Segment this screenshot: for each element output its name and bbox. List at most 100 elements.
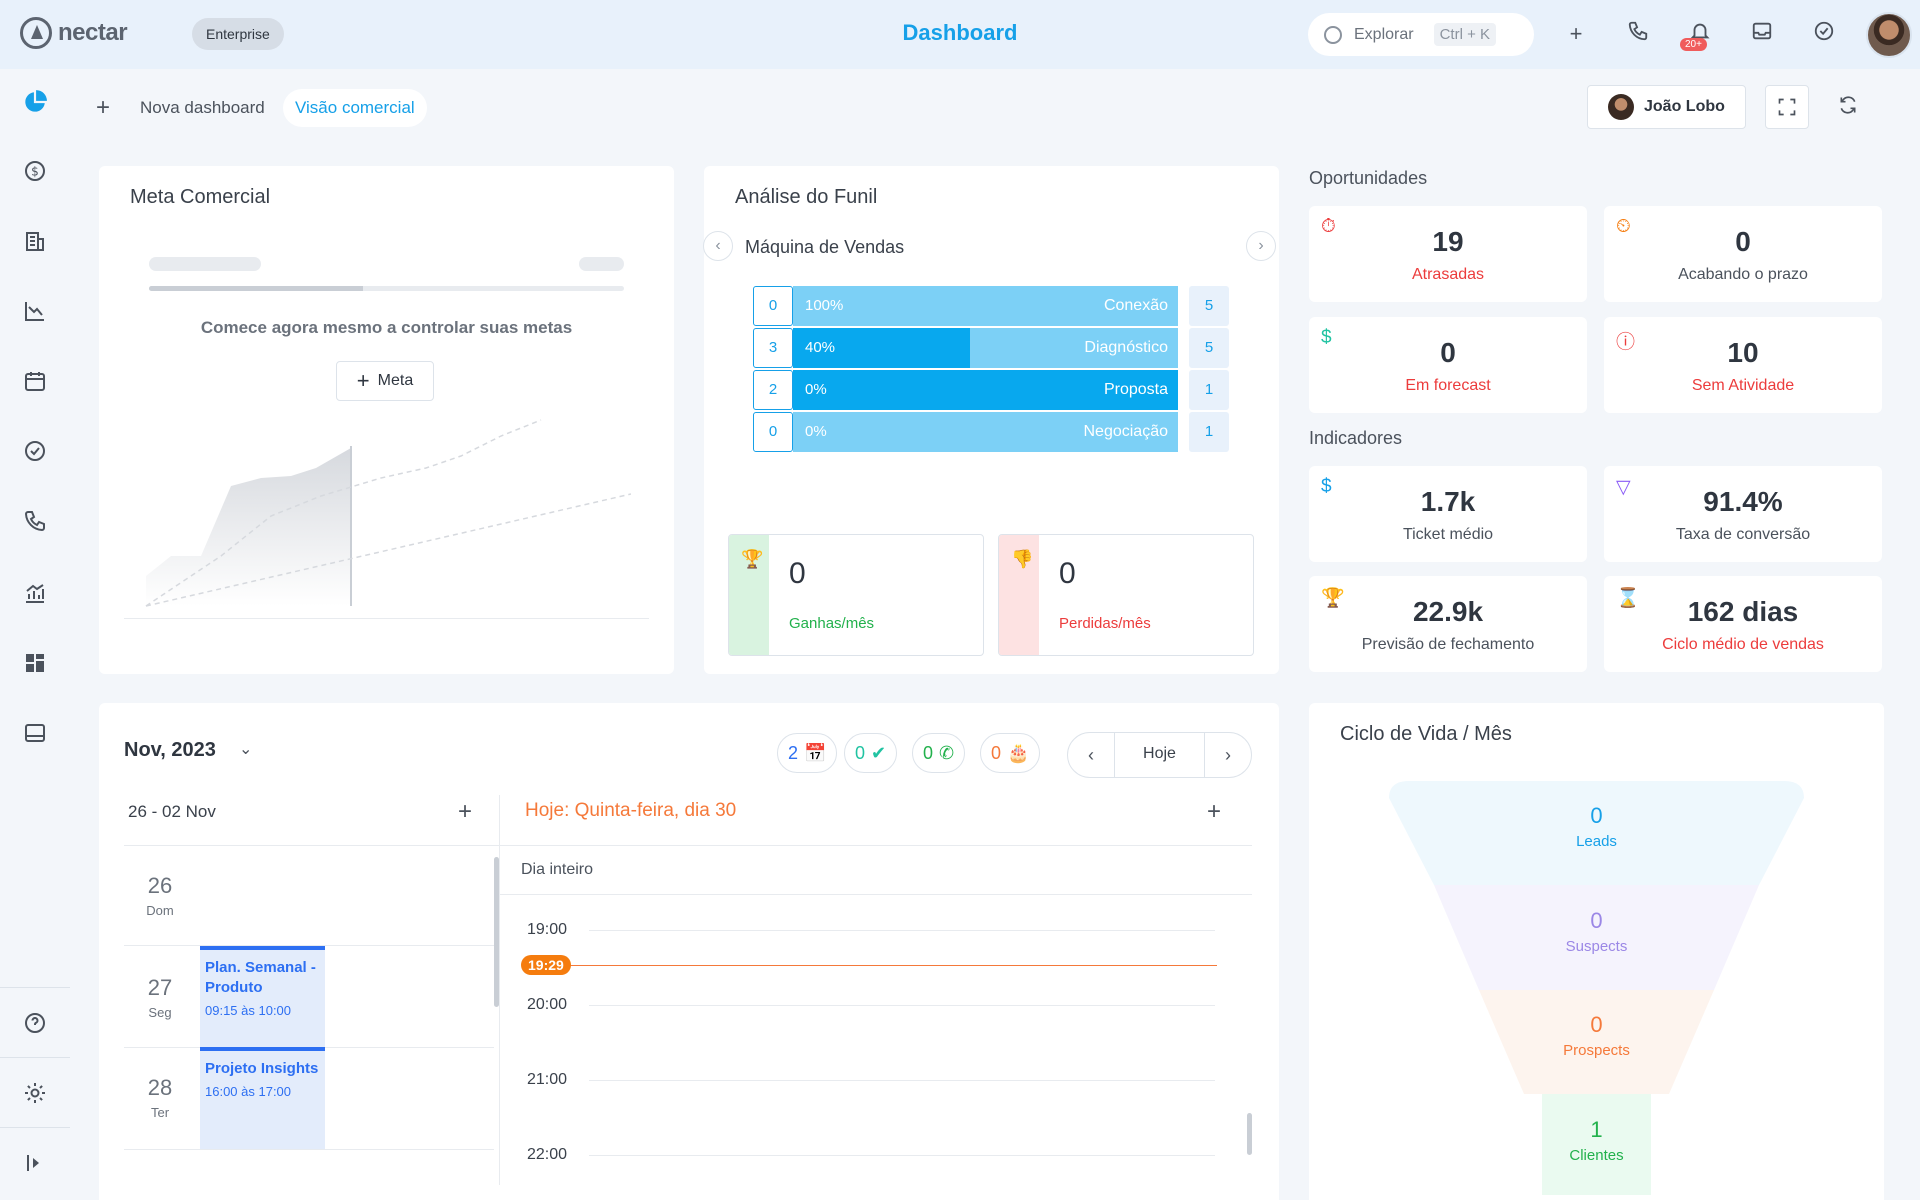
calendar-icon[interactable] [22, 369, 48, 395]
nectar-logo[interactable]: nectar [20, 17, 128, 49]
current-time-badge: 19:29 [521, 955, 571, 975]
skeleton-placeholder [579, 257, 624, 271]
phone-icon[interactable] [1624, 20, 1652, 48]
expand-sidebar-icon[interactable] [22, 1151, 48, 1177]
divider [124, 845, 1252, 846]
funnel-stage-row[interactable]: 2 0% Proposta 1 [753, 370, 1233, 410]
funnel-level-prospects[interactable] [1479, 990, 1714, 1094]
won-label: Ganhas/mês [789, 615, 875, 632]
explore-search[interactable]: Explorar Ctrl + K [1308, 13, 1534, 56]
lost-card[interactable]: 👎 0 Perdidas/mês [998, 534, 1254, 656]
plus-icon: + [356, 368, 370, 393]
alert-circle-icon: ⓘ [1616, 332, 1636, 353]
prev-week-button[interactable]: ‹ [1088, 744, 1094, 765]
calls-counter[interactable]: 0 ✆ [912, 733, 966, 773]
kpi-ticket-medio[interactable]: $ 1.7k Ticket médio [1309, 466, 1587, 562]
stage-total: 5 [1189, 286, 1229, 326]
level-label: Clientes [1569, 1147, 1624, 1164]
level-value: 1 [1590, 1117, 1603, 1142]
dashboard-pie-icon[interactable] [22, 89, 48, 115]
kpi-value: 0 [1440, 337, 1456, 368]
kpi-atrasadas[interactable]: ⏱ 19 Atrasadas [1309, 206, 1587, 302]
check-circle-icon[interactable] [1810, 20, 1838, 48]
trophy-icon: 🏆 [1321, 588, 1345, 609]
won-card[interactable]: 🏆 0 Ganhas/mês [728, 534, 984, 656]
funnel-level-clientes[interactable] [1542, 1094, 1651, 1195]
widgets-icon[interactable] [22, 651, 48, 677]
trophy-icon: 🏆 [741, 549, 764, 569]
event-title: Plan. Semanal - Produto [205, 959, 316, 996]
kpi-label: Previsão de fechamento [1361, 636, 1535, 653]
phone-calls-icon[interactable] [22, 509, 48, 535]
birthdays-counter[interactable]: 0 🎂 [980, 733, 1041, 773]
kpi-sem-atividade[interactable]: ⓘ 10 Sem Atividade [1604, 317, 1882, 413]
kpi-previsao-fechamento[interactable]: 🏆 22.9k Previsão de fechamento [1309, 576, 1587, 672]
add-dashboard-icon[interactable]: + [96, 94, 111, 121]
funnel-stage-row[interactable]: 0 0% Negociação 1 [753, 412, 1233, 452]
dollar-icon[interactable]: $ [22, 159, 48, 185]
stage-total: 5 [1189, 328, 1229, 368]
kpi-label: Sem Atividade [1691, 377, 1795, 394]
funnel-label-clientes: 1 Clientes [1309, 1117, 1884, 1164]
kpi-value: 0 [1735, 226, 1751, 257]
kpi-ciclo-medio[interactable]: ⌛ 162 dias Ciclo médio de vendas [1604, 576, 1882, 672]
won-value: 0 [789, 557, 806, 590]
top-bar: nectar Enterprise Dashboard Explorar Ctr… [0, 0, 1920, 69]
day-scrollbar[interactable] [1247, 1113, 1252, 1155]
level-value: 0 [1590, 908, 1603, 933]
hour-line [589, 1005, 1215, 1006]
week-scrollbar[interactable] [494, 857, 499, 1007]
add-meta-button[interactable]: + Meta [336, 361, 434, 401]
next-pipeline-button[interactable]: › [1246, 231, 1276, 261]
add-meta-label: Meta [377, 372, 414, 389]
fullscreen-icon [1778, 98, 1796, 116]
funnel-stage-row[interactable]: 0 100% Conexão 5 [753, 286, 1233, 326]
calendar-event[interactable]: Projeto Insights 16:00 às 17:00 [200, 1047, 325, 1149]
today-button[interactable]: Hoje [1114, 732, 1205, 778]
card-title: Ciclo de Vida / Mês [1340, 723, 1512, 745]
calendar-event[interactable]: Plan. Semanal - Produto 09:15 às 10:00 [200, 946, 325, 1048]
kpi-taxa-conversao[interactable]: ▽ 91.4% Taxa de conversão [1604, 466, 1882, 562]
calendar-month[interactable]: Nov, 2023 [124, 739, 216, 761]
add-today-event-icon[interactable]: + [1207, 798, 1222, 825]
reports-chart-icon[interactable] [22, 581, 48, 607]
funnel-stage-row[interactable]: 3 40% Diagnóstico 5 [753, 328, 1233, 368]
inbox-side-icon[interactable] [22, 721, 48, 747]
new-dashboard-tab[interactable]: Nova dashboard [140, 98, 265, 117]
dollar-circle-icon: $ [1321, 327, 1332, 348]
logo-icon [20, 17, 52, 49]
skeleton-progress [149, 286, 624, 291]
events-counter[interactable]: 2 📅 [777, 733, 838, 773]
funnel-level-leads[interactable] [1389, 781, 1804, 885]
help-icon[interactable] [22, 1011, 48, 1037]
user-avatar[interactable] [1866, 12, 1912, 58]
sidebar-divider [0, 987, 70, 988]
kpi-value: 22.9k [1412, 596, 1484, 627]
fullscreen-button[interactable] [1765, 85, 1809, 129]
won-strip: 🏆 [729, 535, 769, 655]
next-week-button[interactable]: › [1225, 744, 1231, 765]
prev-pipeline-button[interactable]: ‹ [703, 231, 733, 261]
stage-total: 1 [1189, 370, 1229, 410]
refresh-icon[interactable] [1838, 95, 1858, 121]
settings-gear-icon[interactable] [22, 1081, 48, 1107]
divider [124, 618, 649, 619]
stage-count: 0 [753, 286, 793, 326]
add-event-icon[interactable]: + [458, 798, 473, 825]
inbox-icon[interactable] [1748, 20, 1776, 48]
trend-down-chart-icon[interactable] [22, 299, 48, 325]
tasks-counter[interactable]: 0 ✔ [844, 733, 898, 773]
divider [500, 894, 1252, 895]
kpi-em-forecast[interactable]: $ 0 Em forecast [1309, 317, 1587, 413]
tab-visao-comercial[interactable]: Visão comercial [283, 89, 427, 127]
chevron-down-icon[interactable]: ⌄ [239, 741, 253, 758]
thumbs-down-icon: 👎 [1011, 549, 1034, 569]
kpi-label: Ciclo médio de vendas [1662, 636, 1824, 653]
building-icon[interactable] [22, 229, 48, 255]
cake-icon: 🎂 [1007, 743, 1030, 763]
task-check-icon[interactable] [22, 439, 48, 465]
funnel-level-suspects[interactable] [1434, 885, 1759, 990]
kpi-acabando-prazo[interactable]: ⏲ 0 Acabando o prazo [1604, 206, 1882, 302]
user-filter-button[interactable]: João Lobo [1587, 85, 1746, 129]
add-icon[interactable]: + [1569, 21, 1583, 46]
